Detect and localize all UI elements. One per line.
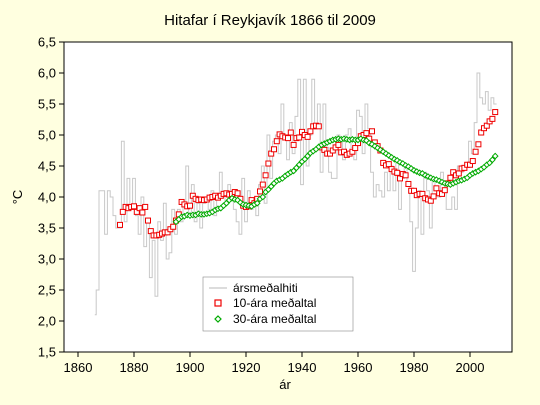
y-axis-ticks: 1,5 2,0 2,5 3,0 3,5 4,0 4,5 5,0 5,5 6,0 6,5 — [38, 35, 64, 360]
y-tick-label: 3,0 — [38, 252, 56, 267]
point-10yr-mean — [290, 141, 297, 148]
point-10yr-mean — [142, 203, 149, 210]
x-tick-label: 1980 — [400, 360, 429, 375]
y-tick-label: 3,5 — [38, 221, 56, 236]
point-10yr-mean — [335, 141, 342, 148]
series-layer — [94, 72, 499, 316]
point-10yr-mean — [385, 161, 392, 168]
x-tick-label: 1940 — [288, 360, 317, 375]
point-10yr-mean — [441, 187, 448, 194]
y-tick-label: 6,0 — [38, 66, 56, 81]
point-10yr-mean — [273, 138, 280, 145]
point-10yr-mean — [405, 180, 412, 187]
y-axis-label: °C — [10, 190, 25, 205]
legend-box — [202, 276, 354, 332]
point-10yr-mean — [352, 145, 359, 152]
point-10yr-mean — [315, 123, 322, 130]
point-10yr-mean — [447, 174, 454, 181]
series-30yr-mean — [172, 135, 499, 226]
point-10yr-mean — [271, 146, 277, 153]
point-10yr-mean — [304, 133, 311, 140]
point-10yr-mean — [259, 181, 266, 188]
point-10yr-mean — [262, 172, 269, 179]
point-10yr-mean — [296, 134, 303, 141]
point-10yr-mean — [455, 170, 462, 177]
y-tick-label: 1,5 — [38, 345, 56, 360]
x-tick-label: 1860 — [64, 360, 93, 375]
point-10yr-mean — [492, 109, 499, 116]
point-30yr-mean — [259, 193, 267, 201]
point-10yr-mean — [145, 217, 151, 224]
point-10yr-mean — [257, 188, 263, 195]
legend-entry-30-ara: 30-ára meðaltal — [233, 312, 316, 326]
y-tick-label: 6,5 — [38, 35, 56, 50]
point-10yr-mean — [265, 160, 272, 167]
x-tick-label: 1960 — [344, 360, 373, 375]
point-10yr-mean — [475, 141, 482, 148]
legend-entry-10-ara: 10-ára meðaltal — [233, 296, 316, 310]
point-30yr-mean — [253, 199, 261, 207]
point-10yr-mean — [402, 172, 409, 179]
point-10yr-mean — [433, 185, 440, 192]
point-30yr-mean — [418, 170, 426, 177]
point-10yr-mean — [472, 148, 479, 155]
x-axis-label: ár — [279, 377, 291, 392]
point-10yr-mean — [285, 135, 291, 142]
series-line-annual-mean — [94, 72, 497, 316]
point-30yr-mean — [491, 152, 499, 160]
legend-diamond-marker — [214, 315, 222, 323]
y-tick-label: 2,0 — [38, 314, 56, 329]
legend-entry-arsmedalhiti: ársmeðalhiti — [233, 281, 298, 295]
point-10yr-mean — [119, 208, 126, 215]
legend-square-marker — [214, 299, 222, 307]
x-tick-label: 1920 — [232, 360, 261, 375]
point-10yr-mean — [307, 128, 314, 135]
point-10yr-mean — [287, 129, 294, 136]
y-tick-label: 5,5 — [38, 97, 56, 112]
point-30yr-mean — [488, 156, 496, 164]
legend: ársmeðalhiti 10-ára meðaltal 30-ára meða… — [202, 276, 354, 332]
y-tick-label: 4,0 — [38, 190, 56, 205]
point-10yr-mean — [469, 158, 476, 165]
x-tick-label: 2000 — [456, 360, 485, 375]
point-10yr-mean — [187, 202, 193, 209]
point-10yr-mean — [369, 128, 375, 135]
y-tick-label: 5,0 — [38, 128, 56, 143]
point-10yr-mean — [234, 190, 241, 197]
point-10yr-mean — [117, 221, 123, 228]
x-tick-label: 1880 — [120, 360, 149, 375]
point-10yr-mean — [170, 223, 177, 230]
point-10yr-mean — [430, 193, 437, 200]
point-10yr-mean — [489, 115, 496, 122]
point-10yr-mean — [394, 169, 401, 176]
chart-title: Hitafar í Reykjavík 1866 til 2009 — [164, 12, 376, 29]
point-10yr-mean — [131, 203, 137, 210]
point-10yr-mean — [363, 130, 370, 137]
y-tick-label: 2,5 — [38, 283, 56, 298]
y-tick-label: 4,5 — [38, 159, 56, 174]
point-10yr-mean — [139, 209, 146, 216]
x-tick-label: 1900 — [176, 360, 205, 375]
point-30yr-mean — [371, 142, 379, 150]
x-axis-ticks: 1860 1880 1900 1920 1940 1960 1980 2000 — [64, 352, 485, 375]
